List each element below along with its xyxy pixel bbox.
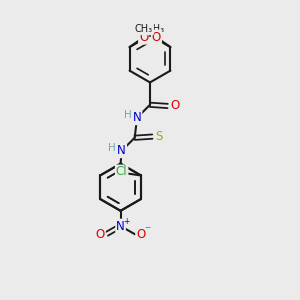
Text: H: H	[108, 143, 116, 153]
Text: N: N	[117, 144, 126, 157]
Text: S: S	[155, 130, 163, 143]
Text: ⁻: ⁻	[144, 224, 151, 238]
Text: N: N	[116, 220, 125, 232]
Text: CH₃: CH₃	[135, 24, 153, 34]
Text: O: O	[152, 31, 161, 44]
Text: Cl: Cl	[116, 166, 127, 178]
Text: O: O	[136, 228, 146, 242]
Text: O: O	[96, 228, 105, 242]
Text: +: +	[123, 217, 129, 226]
Text: CH₃: CH₃	[147, 24, 165, 34]
Text: O: O	[170, 100, 180, 112]
Text: N: N	[133, 111, 141, 124]
Text: O: O	[139, 31, 148, 44]
Text: H: H	[124, 110, 131, 120]
